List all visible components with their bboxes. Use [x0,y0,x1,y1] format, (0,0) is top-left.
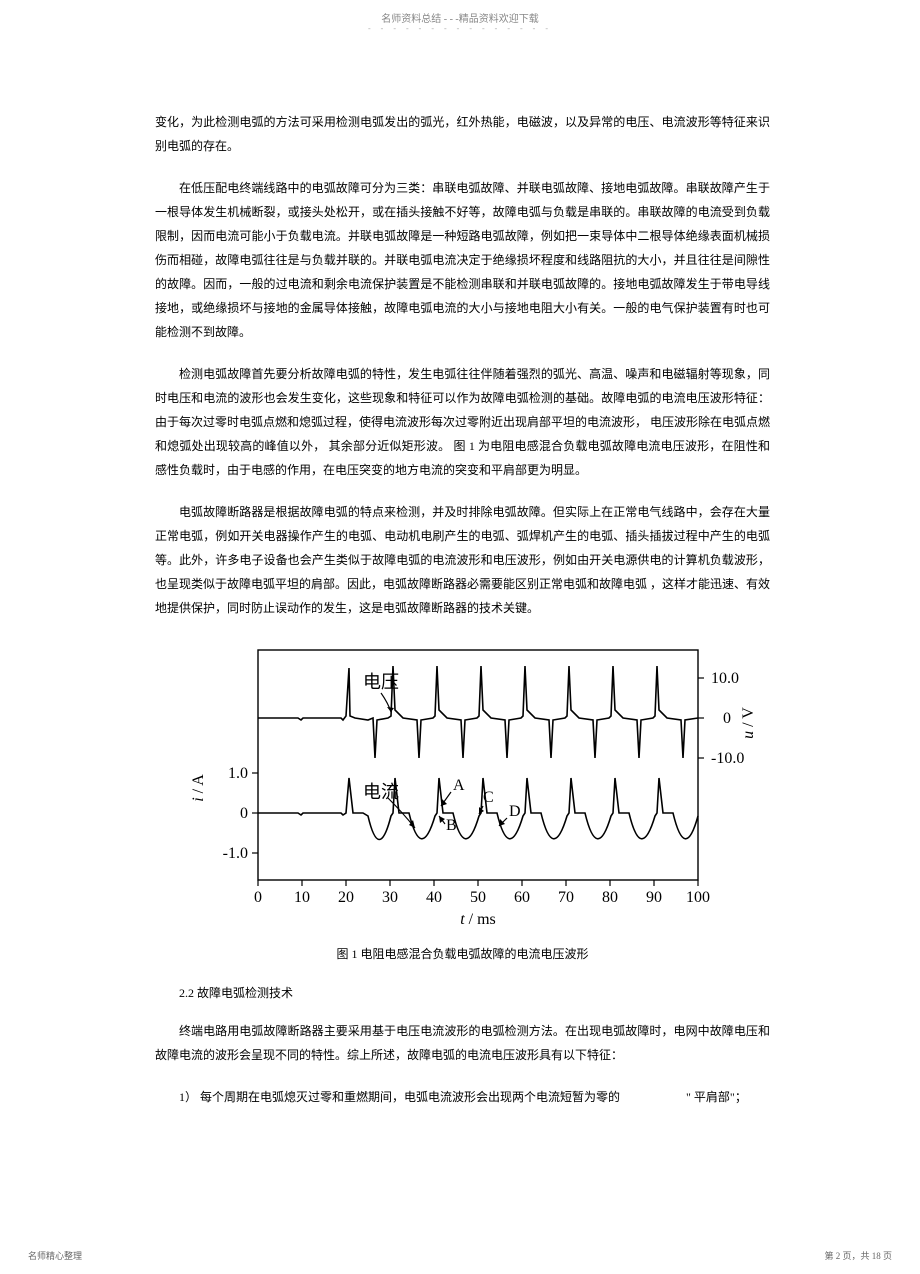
header-dots: - - - - - - - - - - - - - - - [0,24,920,33]
svg-text:1.0: 1.0 [228,765,248,782]
svg-text:90: 90 [646,889,662,906]
page-content: 变化，为此检测电弧的方法可采用检测电弧发出的弧光，红外热能，电磁波，以及异常的电… [155,110,770,1109]
voltage-label: 电压 [363,672,399,692]
svg-text:30: 30 [382,889,398,906]
footer-left: 名师精心整理 [28,1249,82,1262]
svg-text:-10.0: -10.0 [711,750,744,767]
svg-text:D: D [509,803,521,820]
svg-text:B: B [446,817,457,834]
svg-text:-1.0: -1.0 [222,845,247,862]
figure-1-caption: 图 1 电阻电感混合负载电弧故障的电流电压波形 [155,945,770,962]
header-watermark: 名师资料总结 - - -精品资料欢迎下载 [0,10,920,25]
svg-text:t / ms: t / ms [460,911,496,928]
svg-text:0: 0 [254,889,262,906]
paragraph-3: 检测电弧故障首先要分析故障电弧的特性，发生电弧往往伴随着强烈的弧光、高温、噪声和… [155,362,770,482]
list-item-1-quote: " 平肩部"； [686,1090,747,1104]
svg-text:0: 0 [240,805,248,822]
paragraph-5: 终端电路用电弧故障断路器主要采用基于电压电流波形的电弧检测方法。在出现电弧故障时… [155,1019,770,1067]
figure-1: 0 10 20 30 40 50 60 70 80 90 1 [155,638,770,933]
svg-text:100: 100 [686,889,710,906]
svg-text:50: 50 [470,889,486,906]
current-label: 电流 [363,782,399,802]
list-item-1: 1） 每个周期在电弧熄灭过零和重燃期间，电弧电流波形会出现两个电流短暂为零的 "… [155,1085,770,1109]
svg-text:10: 10 [294,889,310,906]
svg-text:u / V: u / V [740,707,757,739]
figure-1-svg: 0 10 20 30 40 50 60 70 80 90 1 [163,638,763,928]
svg-text:40: 40 [426,889,442,906]
svg-text:i / A: i / A [190,774,207,802]
section-2-2-heading: 2.2 故障电弧检测技术 [155,984,770,1001]
svg-text:A: A [453,777,465,794]
list-item-1-text: 1） 每个周期在电弧熄灭过零和重燃期间，电弧电流波形会出现两个电流短暂为零的 [179,1090,620,1104]
svg-text:70: 70 [558,889,574,906]
paragraph-4: 电弧故障断路器是根据故障电弧的特点来检测，并及时排除电弧故障。但实际上在正常电气… [155,500,770,620]
svg-text:20: 20 [338,889,354,906]
paragraph-1: 变化，为此检测电弧的方法可采用检测电弧发出的弧光，红外热能，电磁波，以及异常的电… [155,110,770,158]
svg-text:60: 60 [514,889,530,906]
svg-text:10.0: 10.0 [711,670,739,687]
svg-text:80: 80 [602,889,618,906]
svg-text:C: C [483,789,494,806]
paragraph-2: 在低压配电终端线路中的电弧故障可分为三类：串联电弧故障、并联电弧故障、接地电弧故… [155,176,770,344]
footer-right: 第 2 页，共 18 页 [824,1249,892,1262]
svg-text:0: 0 [723,710,731,727]
